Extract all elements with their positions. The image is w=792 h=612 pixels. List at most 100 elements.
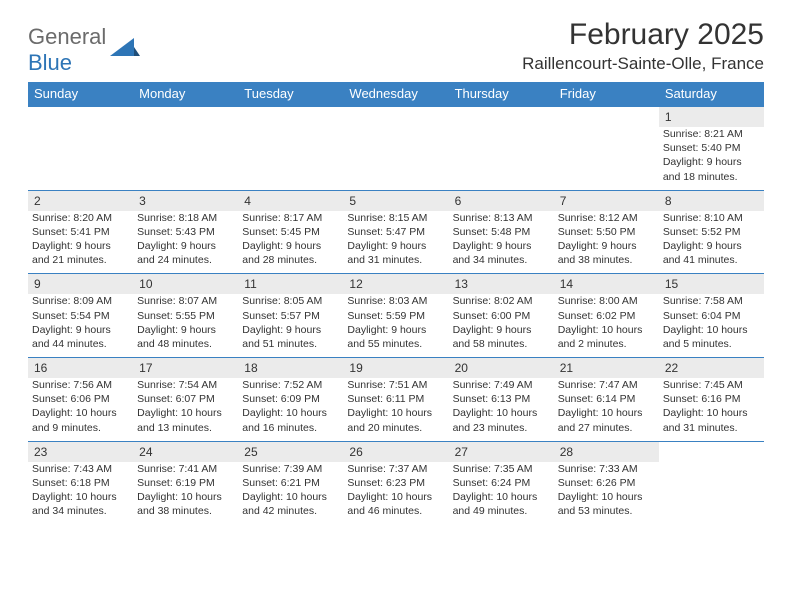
day-cell [449,127,554,190]
day-cell: Sunrise: 7:45 AMSunset: 6:16 PMDaylight:… [659,378,764,441]
day-cell [554,127,659,190]
day-number-cell: 4 [238,190,343,211]
day-cell: Sunrise: 7:49 AMSunset: 6:13 PMDaylight:… [449,378,554,441]
daylight-line: Daylight: 9 hours and 31 minutes. [347,239,444,267]
day-number-cell: 17 [133,358,238,379]
sunrise-line: Sunrise: 8:03 AM [347,294,444,308]
daylight-line: Daylight: 10 hours and 20 minutes. [347,406,444,434]
sunrise-line: Sunrise: 7:41 AM [137,462,234,476]
sunset-line: Sunset: 5:48 PM [453,225,550,239]
day-number-row: 232425262728 [28,441,764,462]
sunrise-line: Sunrise: 7:49 AM [453,378,550,392]
sunset-line: Sunset: 5:55 PM [137,309,234,323]
sunset-line: Sunset: 6:18 PM [32,476,129,490]
calendar-table: SundayMondayTuesdayWednesdayThursdayFrid… [28,82,764,524]
sunset-line: Sunset: 6:00 PM [453,309,550,323]
day-number-cell: 5 [343,190,448,211]
daylight-line: Daylight: 9 hours and 38 minutes. [558,239,655,267]
day-number-row: 9101112131415 [28,274,764,295]
daylight-line: Daylight: 9 hours and 44 minutes. [32,323,129,351]
daylight-line: Daylight: 10 hours and 46 minutes. [347,490,444,518]
sunrise-line: Sunrise: 8:15 AM [347,211,444,225]
daylight-line: Daylight: 9 hours and 24 minutes. [137,239,234,267]
day-cell: Sunrise: 8:05 AMSunset: 5:57 PMDaylight:… [238,294,343,357]
sunrise-line: Sunrise: 7:56 AM [32,378,129,392]
sunrise-line: Sunrise: 7:35 AM [453,462,550,476]
sunrise-line: Sunrise: 7:58 AM [663,294,760,308]
day-cell: Sunrise: 7:54 AMSunset: 6:07 PMDaylight:… [133,378,238,441]
sunrise-line: Sunrise: 7:54 AM [137,378,234,392]
sunset-line: Sunset: 6:02 PM [558,309,655,323]
day-of-week-header: Wednesday [343,82,448,107]
day-number-cell [449,107,554,128]
day-of-week-header: Saturday [659,82,764,107]
day-number-cell: 10 [133,274,238,295]
day-number-cell: 12 [343,274,448,295]
sunset-line: Sunset: 6:14 PM [558,392,655,406]
week-row: Sunrise: 7:56 AMSunset: 6:06 PM Daylight:… [28,378,764,441]
sunset-line: Sunset: 5:41 PM [32,225,129,239]
day-number-cell: 6 [449,190,554,211]
day-cell: Sunrise: 8:18 AMSunset: 5:43 PMDaylight:… [133,211,238,274]
day-cell: Sunrise: 8:12 AMSunset: 5:50 PMDaylight:… [554,211,659,274]
sunset-line: Sunset: 6:06 PM [32,392,129,406]
calendar-body: 1Sunrise: 8:21 AMSunset: 5:40 PMDaylight… [28,107,764,525]
daylight-line: Daylight: 9 hours and 34 minutes. [453,239,550,267]
day-cell: Sunrise: 8:17 AMSunset: 5:45 PMDaylight:… [238,211,343,274]
day-cell [343,127,448,190]
day-cell [659,462,764,525]
page-title: February 2025 [522,18,764,52]
daylight-line: Daylight: 10 hours and 16 minutes. [242,406,339,434]
brand-logo: General Blue [28,24,140,76]
day-number-cell: 13 [449,274,554,295]
daylight-line: Daylight: 10 hours and 53 minutes. [558,490,655,518]
day-number-cell: 7 [554,190,659,211]
day-number-cell: 11 [238,274,343,295]
day-number-cell: 24 [133,441,238,462]
sunrise-line: Sunrise: 7:33 AM [558,462,655,476]
sunset-line: Sunset: 6:09 PM [242,392,339,406]
day-cell: Sunrise: 7:56 AMSunset: 6:06 PMDaylight:… [28,378,133,441]
day-number-cell: 27 [449,441,554,462]
day-cell: Sunrise: 8:15 AMSunset: 5:47 PMDaylight:… [343,211,448,274]
day-of-week-header: Friday [554,82,659,107]
day-cell: Sunrise: 8:10 AMSunset: 5:52 PMDaylight:… [659,211,764,274]
sunrise-line: Sunrise: 8:05 AM [242,294,339,308]
daylight-line: Daylight: 9 hours and 18 minutes. [663,155,760,183]
daylight-line: Daylight: 10 hours and 42 minutes. [242,490,339,518]
sunrise-line: Sunrise: 7:47 AM [558,378,655,392]
sunrise-line: Sunrise: 8:02 AM [453,294,550,308]
sunset-line: Sunset: 5:47 PM [347,225,444,239]
sunset-line: Sunset: 5:57 PM [242,309,339,323]
day-cell: Sunrise: 7:58 AMSunset: 6:04 PMDaylight:… [659,294,764,357]
day-number-cell: 26 [343,441,448,462]
day-number-row: 1 [28,107,764,128]
location-label: Raillencourt-Sainte-Olle, France [522,54,764,74]
daylight-line: Daylight: 10 hours and 2 minutes. [558,323,655,351]
day-cell: Sunrise: 7:51 AMSunset: 6:11 PMDaylight:… [343,378,448,441]
day-cell [238,127,343,190]
sunset-line: Sunset: 6:19 PM [137,476,234,490]
daylight-line: Daylight: 10 hours and 34 minutes. [32,490,129,518]
day-number-cell: 3 [133,190,238,211]
day-cell [133,127,238,190]
sunrise-line: Sunrise: 8:17 AM [242,211,339,225]
sunset-line: Sunset: 5:50 PM [558,225,655,239]
sunrise-line: Sunrise: 7:51 AM [347,378,444,392]
day-number-row: 2345678 [28,190,764,211]
sunrise-line: Sunrise: 8:09 AM [32,294,129,308]
day-number-cell [238,107,343,128]
daylight-line: Daylight: 10 hours and 31 minutes. [663,406,760,434]
sunset-line: Sunset: 5:54 PM [32,309,129,323]
daylight-line: Daylight: 9 hours and 41 minutes. [663,239,760,267]
day-of-week-header: Monday [133,82,238,107]
title-block: February 2025 Raillencourt-Sainte-Olle, … [522,18,764,74]
sunset-line: Sunset: 6:23 PM [347,476,444,490]
week-row: Sunrise: 8:09 AMSunset: 5:54 PMDaylight:… [28,294,764,357]
day-number-cell: 16 [28,358,133,379]
day-cell: Sunrise: 8:00 AMSunset: 6:02 PMDaylight:… [554,294,659,357]
day-number-cell: 8 [659,190,764,211]
sunrise-line: Sunrise: 8:20 AM [32,211,129,225]
day-cell: Sunrise: 8:02 AMSunset: 6:00 PMDaylight:… [449,294,554,357]
sunset-line: Sunset: 5:52 PM [663,225,760,239]
